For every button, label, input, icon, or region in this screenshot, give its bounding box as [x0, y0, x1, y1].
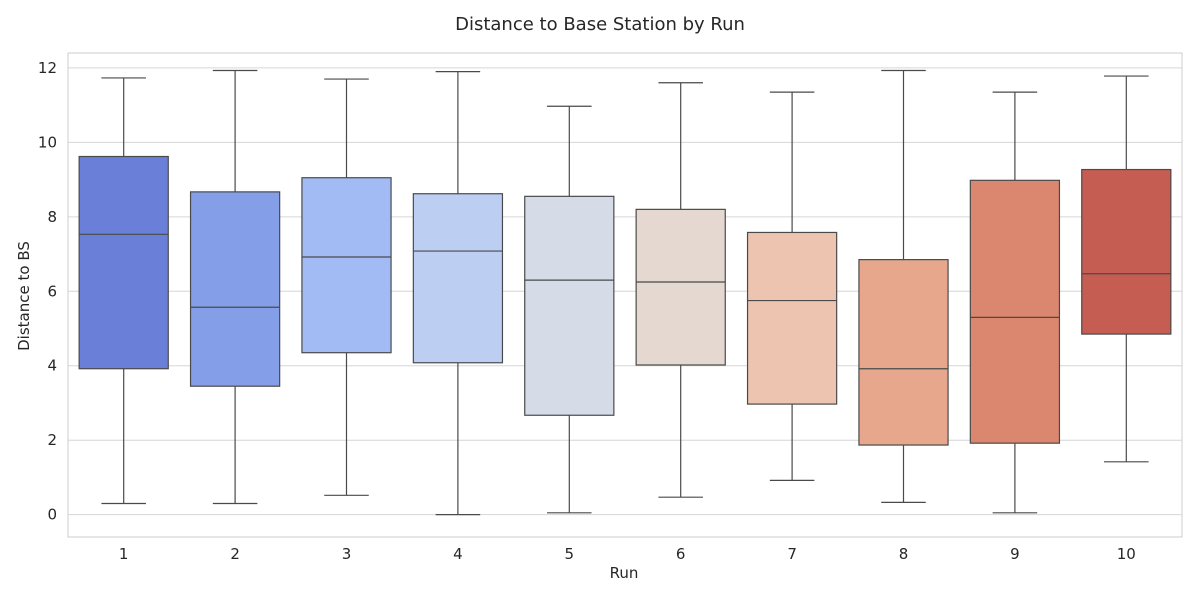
x-tick-label: 10 [1117, 545, 1136, 563]
box-run-6 [635, 208, 726, 366]
x-tick-label: 9 [1010, 545, 1020, 563]
x-tick-label: 3 [342, 545, 352, 563]
y-tick-label: 2 [47, 431, 57, 449]
box-run-1 [78, 155, 169, 370]
x-tick-label: 2 [230, 545, 240, 563]
box-run-3 [301, 177, 392, 354]
box-run-10 [1081, 168, 1172, 335]
x-tick-label: 1 [119, 545, 129, 563]
box-run-7 [746, 231, 838, 405]
y-tick-label: 6 [47, 282, 57, 300]
box-run-2 [189, 191, 281, 387]
x-tick-label: 4 [453, 545, 463, 563]
box-run-5 [524, 195, 615, 416]
box-run-4 [412, 193, 504, 364]
y-tick-label: 8 [47, 208, 57, 226]
x-tick-label: 5 [565, 545, 575, 563]
y-tick-label: 10 [38, 133, 57, 151]
x-tick-label: 7 [787, 545, 797, 563]
y-tick-label: 12 [38, 59, 57, 77]
x-axis-label: Run [609, 564, 639, 582]
box-run-9 [969, 179, 1061, 444]
y-tick-label: 4 [47, 357, 57, 375]
x-tick-label: 6 [676, 545, 686, 563]
y-axis-label: Distance to BS [15, 241, 33, 351]
y-tick-label: 0 [47, 506, 57, 524]
x-tick-label: 8 [899, 545, 909, 563]
chart-title: Distance to Base Station by Run [455, 14, 745, 35]
box-run-8 [858, 259, 949, 446]
